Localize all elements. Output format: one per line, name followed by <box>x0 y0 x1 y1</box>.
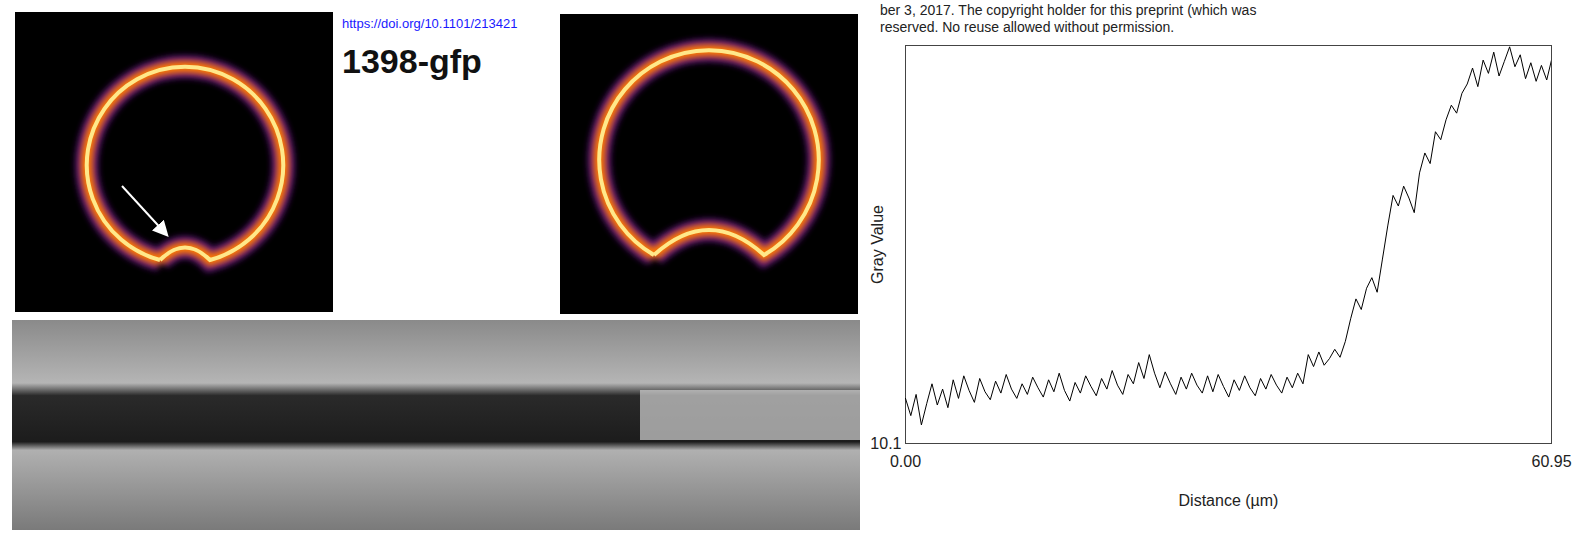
svg-text:Distance (µm): Distance (µm) <box>1179 492 1279 509</box>
svg-text:60.95: 60.95 <box>1531 453 1571 470</box>
svg-text:10.1: 10.1 <box>870 435 901 452</box>
svg-text:0.00: 0.00 <box>890 453 921 470</box>
html-text:ber 3, 2017. The copyright hol: ber 3, 2017. The copyright holder for th… <box>880 2 1257 18</box>
svg-text:Gray Value: Gray Value <box>869 205 886 284</box>
html-text:https://doi.org/10.1101/213421: https://doi.org/10.1101/213421 <box>342 16 518 31</box>
html-text:reserved. No reuse allowed wit: reserved. No reuse allowed without permi… <box>880 19 1175 35</box>
html-text:1398-gfp: 1398-gfp <box>342 42 482 80</box>
